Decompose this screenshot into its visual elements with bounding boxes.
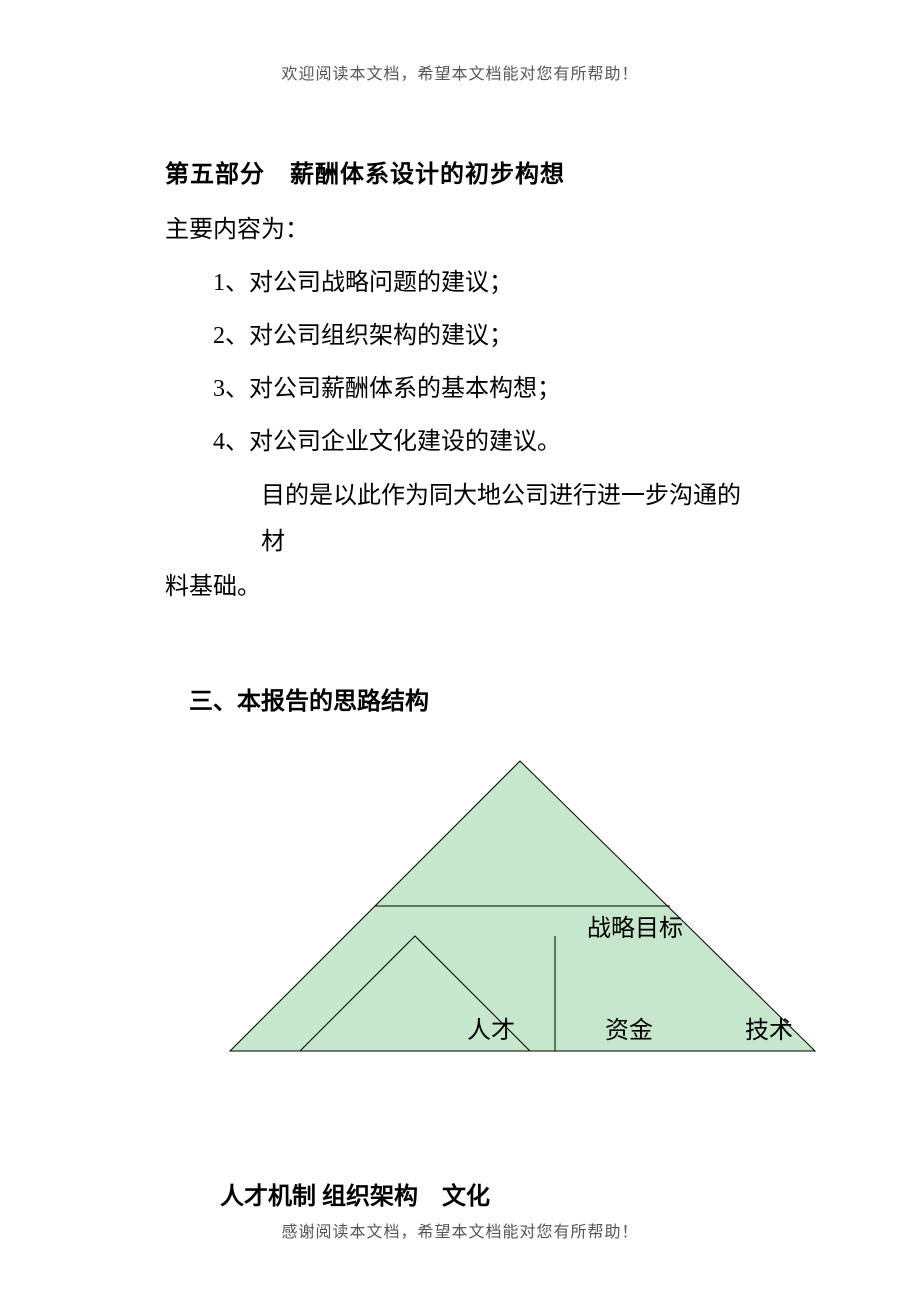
purpose-line1: 目的是以此作为同大地公司进行进一步沟通的材 xyxy=(165,474,755,565)
pyramid-label-tech: 技术 xyxy=(745,1010,793,1045)
purpose-paragraph: 目的是以此作为同大地公司进行进一步沟通的材 料基础。 xyxy=(165,474,755,611)
pyramid-label-talent: 人才 xyxy=(467,1010,515,1045)
section5-title: 第五部分 薪酬体系设计的初步构想 xyxy=(165,154,755,189)
purpose-line2: 料基础。 xyxy=(165,574,261,600)
pyramid-label-top: 战略目标 xyxy=(587,908,683,943)
bottom-labels: 人才机制 组织架构 文化 xyxy=(165,1176,755,1211)
list-item-4: 4、对公司企业文化建设的建议。 xyxy=(165,421,755,456)
list-item-2: 2、对公司组织架构的建议； xyxy=(165,315,755,350)
section3-title: 三、本报告的思路结构 xyxy=(165,681,755,716)
header-text: 欢迎阅读本文档，希望本文档能对您有所帮助！ xyxy=(281,66,638,83)
footer-text: 感谢阅读本文档，希望本文档能对您有所帮助！ xyxy=(281,1224,638,1241)
page-footer: 感谢阅读本文档，希望本文档能对您有所帮助！ xyxy=(0,1218,920,1242)
list-item-1: 1、对公司战略问题的建议； xyxy=(165,262,755,297)
section5-subtitle: 主要内容为： xyxy=(165,209,755,244)
pyramid-diagram: 战略目标 人才 资金 技术 xyxy=(115,736,815,1076)
page-header: 欢迎阅读本文档，希望本文档能对您有所帮助！ xyxy=(0,0,920,84)
pyramid-label-capital: 资金 xyxy=(605,1010,653,1045)
list-item-3: 3、对公司薪酬体系的基本构想； xyxy=(165,368,755,403)
main-content: 第五部分 薪酬体系设计的初步构想 主要内容为： 1、对公司战略问题的建议； 2、… xyxy=(0,154,920,1211)
